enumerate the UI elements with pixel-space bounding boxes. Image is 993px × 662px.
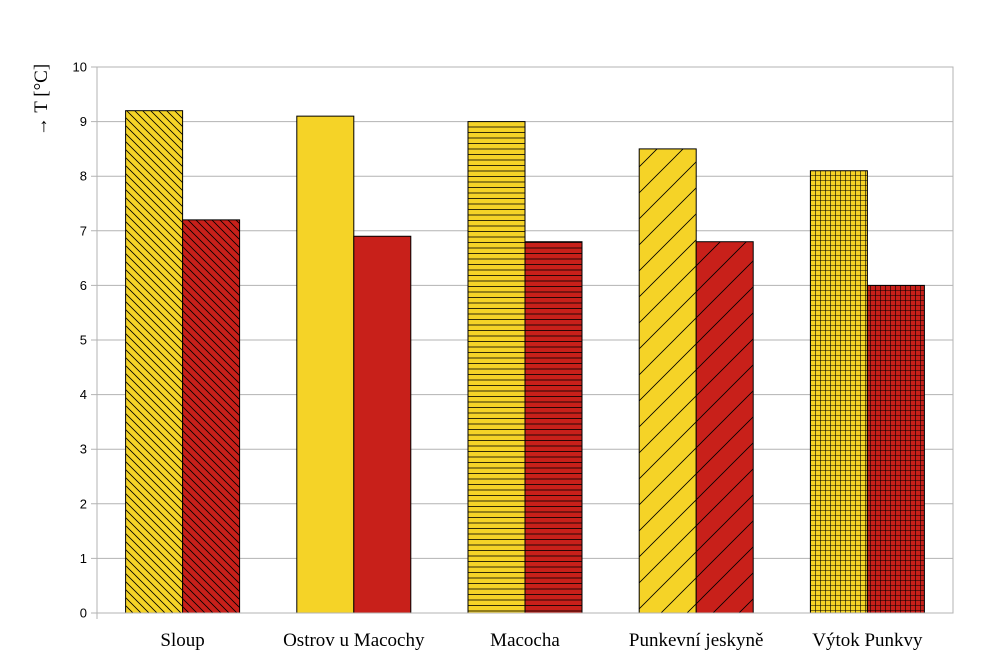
bar-pattern: [810, 170, 868, 614]
y-tick-label: 7: [80, 223, 87, 238]
y-tick-label: 9: [80, 114, 87, 129]
bar-2-1: [353, 236, 411, 613]
bar-pattern: [182, 219, 240, 613]
bar-pattern: [468, 121, 525, 613]
x-category-label: Ostrov u Macochy: [283, 630, 425, 651]
x-category-label: Výtok Punkvy: [812, 630, 923, 651]
bar-pattern: [125, 110, 183, 614]
y-axis-title: → T [°C]: [31, 64, 52, 136]
y-tick-label: 5: [80, 333, 87, 348]
y-tick-label: 1: [80, 551, 87, 566]
bar-pattern: [525, 241, 582, 613]
x-category-label: Sloup: [160, 630, 204, 651]
bar-pattern: [639, 148, 697, 613]
y-tick-label: 3: [80, 442, 87, 457]
y-tick-label: 0: [80, 606, 87, 621]
bar-1-1: [296, 116, 354, 613]
y-tick-label: 10: [73, 60, 87, 75]
y-tick-label: 6: [80, 278, 87, 293]
y-tick-label: 8: [80, 169, 87, 184]
x-category-label: Punkevní jeskyně: [629, 630, 764, 651]
axes: 0 1 2 3 4 5 6 7 8 9 10 Sloup Ostrov u Macochy Macocha…: [73, 60, 953, 651]
bar-pattern: [696, 241, 754, 613]
y-tick-label: 2: [80, 496, 87, 511]
bars: [125, 110, 925, 614]
y-tick-label: 4: [80, 387, 87, 402]
x-category-label: Macocha: [490, 630, 560, 651]
bar-pattern: [867, 285, 925, 613]
